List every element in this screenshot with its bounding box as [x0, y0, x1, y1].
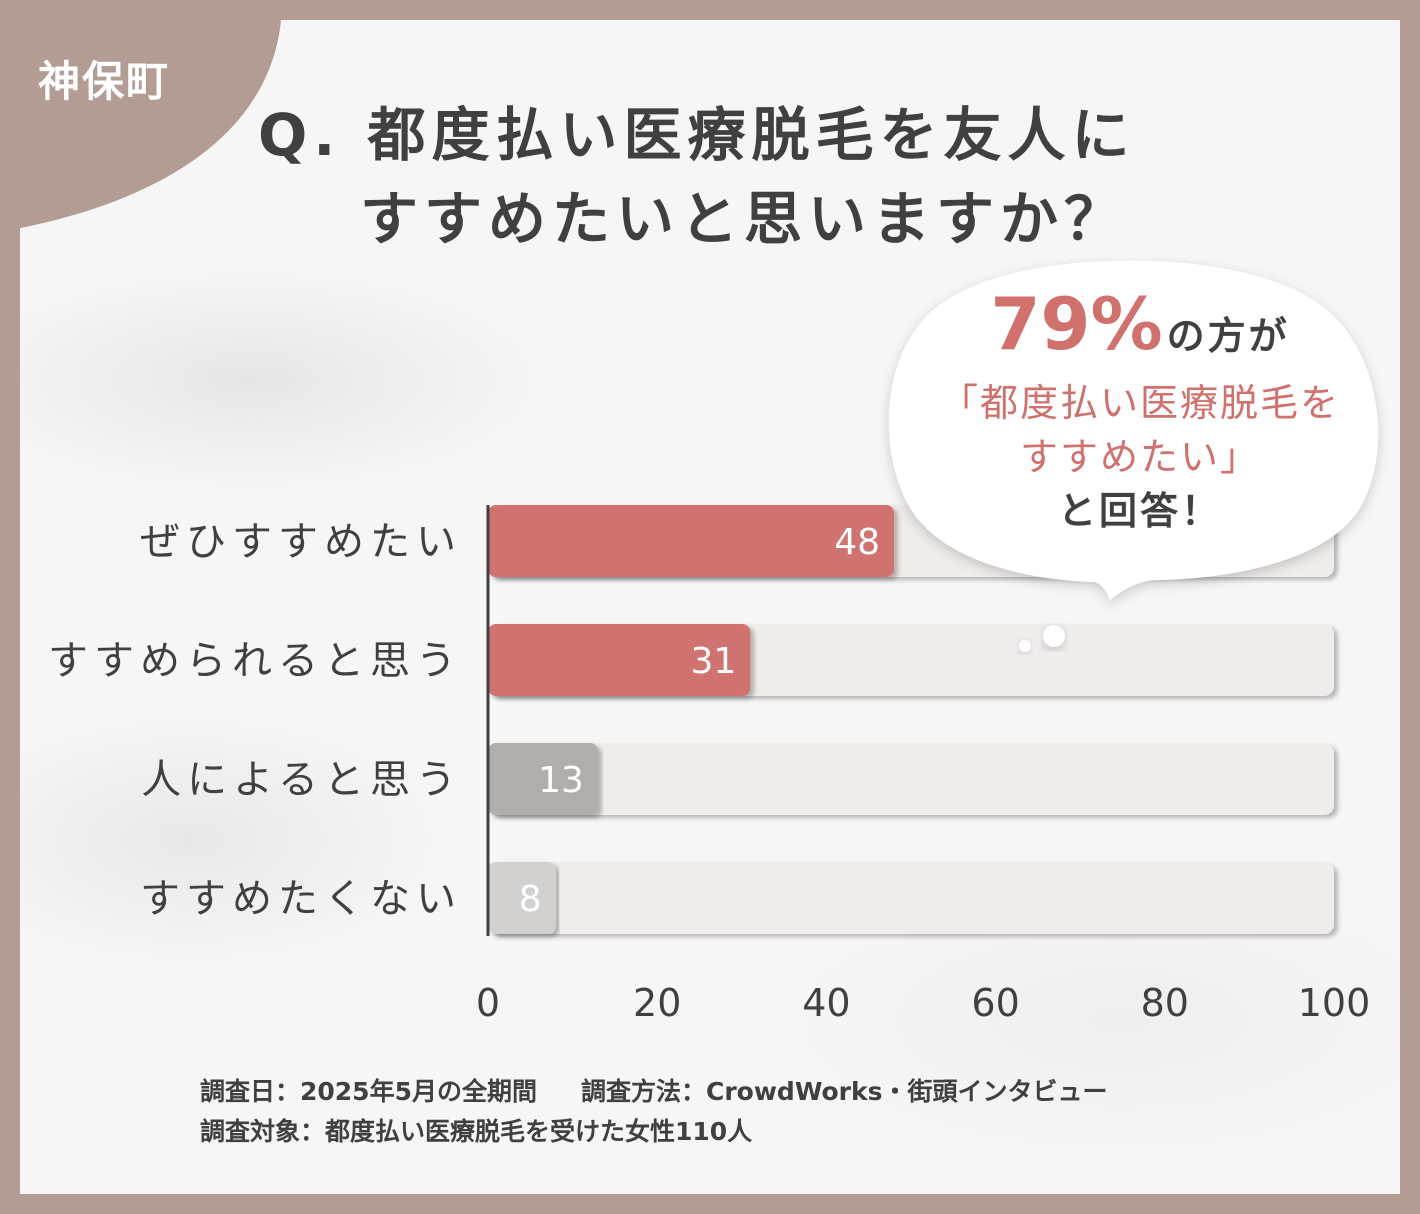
value-label: 48 — [834, 522, 880, 563]
bar-3 — [488, 743, 598, 815]
bar-1 — [488, 505, 895, 577]
bar-4 — [488, 862, 556, 934]
x-tick-label: 80 — [1141, 981, 1189, 1025]
x-tick-label: 40 — [802, 981, 850, 1025]
bar-track — [488, 862, 1334, 934]
value-label: 13 — [538, 760, 584, 801]
value-label: 31 — [690, 641, 736, 682]
x-tick-label: 60 — [971, 981, 1019, 1025]
survey-date: 調査日：2025年5月の全期間 — [200, 1077, 537, 1106]
question-title-line-1: Q. 都度払い医療脱毛を友人に — [258, 101, 1136, 169]
location-label: 神保町 — [38, 57, 171, 106]
callout-line-2: 「都度払い医療脱毛を — [939, 381, 1340, 425]
survey-target: 調査対象：都度払い医療脱毛を受けた女性110人 — [200, 1117, 753, 1146]
survey-method: 調査方法：CrowdWorks・街頭インタビュー — [580, 1077, 1108, 1106]
callout-line-4: と回答！ — [1057, 489, 1222, 533]
callout-bubble — [888, 260, 1379, 652]
category-label: すすめられると思う — [48, 638, 462, 684]
chart-card — [20, 20, 1400, 1194]
x-tick-label: 20 — [633, 981, 681, 1025]
footnote-line-1: 調査日：2025年5月の全期間 調査方法：CrowdWorks・街頭インタビュー — [200, 1072, 1108, 1108]
callout-line-3: すすめたい」 — [1019, 435, 1260, 479]
x-tick-label: 100 — [1298, 981, 1371, 1025]
callout-suffix: の方が — [1166, 314, 1290, 358]
value-label: 8 — [519, 879, 542, 920]
category-label: ぜひすすめたい — [140, 519, 462, 565]
callout-percent: 79% — [990, 282, 1163, 366]
footnote-line-2: 調査対象：都度払い医療脱毛を受けた女性110人 — [200, 1112, 752, 1148]
category-label: すすめたくない — [140, 876, 462, 922]
bar-track — [488, 743, 1334, 815]
callout-headline: 79% の方が — [905, 282, 1375, 366]
question-title-line-2: すすめたいと思いますか？ — [360, 185, 1129, 253]
bar-2 — [488, 624, 751, 696]
corner-tag-shape — [0, 0, 282, 232]
category-label: 人によると思う — [141, 757, 462, 803]
background-texture — [20, 20, 1400, 1194]
x-tick-label: 0 — [476, 981, 500, 1025]
